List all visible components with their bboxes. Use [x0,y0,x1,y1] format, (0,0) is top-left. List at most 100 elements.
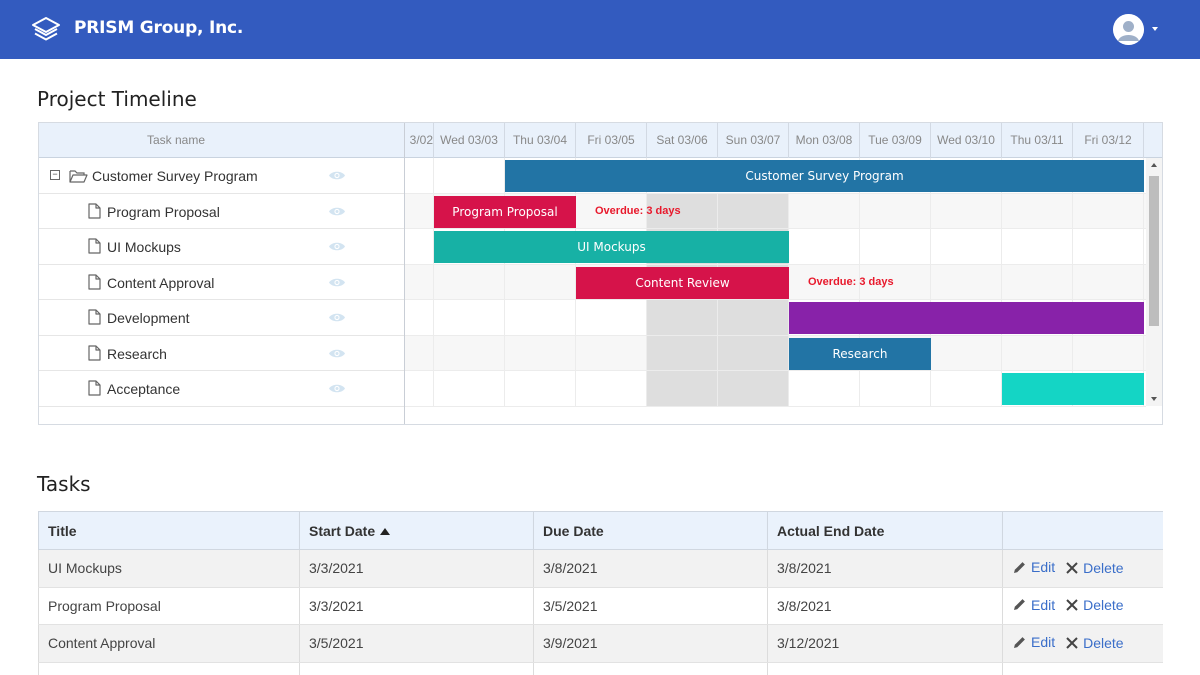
edit-label: Edit [1031,559,1056,575]
delete-button[interactable]: Delete [1065,597,1124,613]
timeline-column [505,158,576,406]
eye-icon[interactable] [328,383,346,394]
scrollbar-thumb[interactable] [1149,176,1159,326]
timeline-column [434,158,505,406]
column-header-start-date[interactable]: Start Date [299,511,534,550]
timeline-column [931,158,1002,406]
table-row[interactable]: Content Approval 3/5/2021 3/9/2021 3/12/202… [38,624,1163,663]
table-row[interactable] [38,662,1163,675]
cell-actual-end-date: 3/8/2021 [767,549,1003,588]
column-header-due-date[interactable]: Due Date [533,511,768,550]
pencil-icon [1014,636,1025,648]
file-icon [88,238,101,254]
task-name[interactable]: Program Proposal [107,203,220,220]
cell-due-date: 3/5/2021 [533,587,768,625]
timeline-row-line [405,299,1146,300]
cell-due-date: 3/9/2021 [533,624,768,663]
gantt-grid-row[interactable]: Content Approval [39,265,404,300]
table-row[interactable]: Program Proposal 3/3/2021 3/5/2021 3/8/2021… [38,587,1163,625]
eye-icon[interactable] [328,170,346,181]
scale-day: Mon 03/08 [789,123,860,158]
pencil-icon [1014,599,1025,610]
brand-name[interactable]: PRISM Group, Inc. [74,18,244,38]
gantt-bar[interactable]: Research [789,337,931,370]
cell-actions: Edit Delete [1002,587,1163,625]
cell-title: Content Approval [38,624,300,663]
task-name[interactable]: Research [107,345,167,362]
file-icon [88,309,101,325]
file-icon [88,273,101,290]
delete-button[interactable]: Delete [1065,634,1124,651]
cell-title: Program Proposal [38,587,300,625]
delete-button[interactable]: Delete [1065,560,1124,576]
edit-button[interactable]: Edit [1012,597,1055,613]
gantt-bar[interactable]: UI Mockups [434,231,789,263]
gantt-grid-row[interactable]: − Customer Survey Program [39,158,404,194]
gantt-bar[interactable] [1002,373,1144,405]
cell-due-date: 3/8/2021 [533,549,768,588]
timeline-scale: 3/02 Wed 03/03 Thu 03/04 Fri 03/05 Sat 03/06… [405,123,1162,158]
gantt-bar[interactable] [789,302,1144,334]
timeline-row-line [405,228,1146,229]
gantt-grid-row[interactable]: Development [39,300,404,336]
grid-header-task-name[interactable]: Task name [146,133,206,147]
task-name[interactable]: Content Approval [107,274,215,291]
timeline-title: Project Timeline [37,87,197,111]
gantt-bar[interactable]: Program Proposal [434,195,576,228]
timeline-row-line [405,192,1146,194]
tasks-table: Title Start Date Due Date Actual End Dat… [38,511,1163,675]
gantt-grid: Task name − Customer Survey Program Progra… [39,123,405,424]
cell-start-date: 3/5/2021 [299,624,534,663]
task-name[interactable]: Acceptance [107,381,181,397]
scale-day: Tue 03/09 [860,123,931,158]
task-name[interactable]: Development [107,310,190,326]
gantt-grid-row[interactable]: Program Proposal [39,194,404,229]
gantt-bar[interactable]: Content Review [576,266,789,299]
scale-day: Fri 03/12 [1073,123,1144,158]
layers-icon[interactable] [31,15,61,43]
timeline-scrollbar[interactable] [1146,158,1162,406]
user-menu-caret-icon[interactable] [1152,27,1158,31]
timeline-row-line [405,370,1146,371]
table-row[interactable]: UI Mockups 3/3/2021 3/8/2021 3/8/2021 Edit De… [38,549,1163,588]
timeline-row-line [405,405,1146,407]
timeline-column [718,193,789,407]
column-header-actual-end-date[interactable]: Actual End Date [767,511,1003,550]
eye-icon[interactable] [328,277,346,288]
collapse-icon[interactable]: − [50,170,60,180]
timeline-column [860,158,931,406]
cell-actions: Edit Delete [1002,624,1163,663]
task-name[interactable]: UI Mockups [107,239,181,255]
timeline-column [647,193,718,407]
timeline-row-line [405,334,1146,336]
tasks-table-container: Title Start Date Due Date Actual End Dat… [38,511,1163,675]
delete-label: Delete [1083,634,1124,651]
edit-button[interactable]: Edit [1012,634,1055,650]
user-avatar-icon[interactable] [1113,14,1144,45]
edit-label: Edit [1031,634,1056,650]
edit-label: Edit [1031,596,1056,613]
tasks-title: Tasks [37,472,91,496]
eye-icon[interactable] [328,206,346,217]
gantt-grid-row[interactable]: Research [39,336,404,371]
task-name[interactable]: Customer Survey Program [92,168,258,184]
scale-day: Wed 03/03 [434,123,505,158]
column-header-actions [1002,511,1163,550]
eye-icon[interactable] [328,312,346,323]
edit-button[interactable]: Edit [1012,559,1055,575]
close-icon [1066,636,1078,649]
column-header-title[interactable]: Title [38,511,300,550]
cell-start-date: 3/3/2021 [299,587,534,625]
eye-icon[interactable] [328,348,346,359]
gantt-grid-row[interactable]: UI Mockups [39,229,404,265]
gantt-grid-row[interactable]: Acceptance [39,371,404,407]
scroll-down-icon[interactable] [1151,397,1157,401]
cell-actual-end-date: 3/12/2021 [767,624,1003,663]
scale-day: Sun 03/07 [718,123,789,158]
scale-day: Fri 03/05 [576,123,647,158]
scroll-up-icon[interactable] [1151,163,1157,167]
gantt-bar[interactable]: Customer Survey Program [505,160,1144,192]
close-icon [1066,599,1078,611]
eye-icon[interactable] [328,241,346,252]
timeline-row-line [405,263,1146,265]
